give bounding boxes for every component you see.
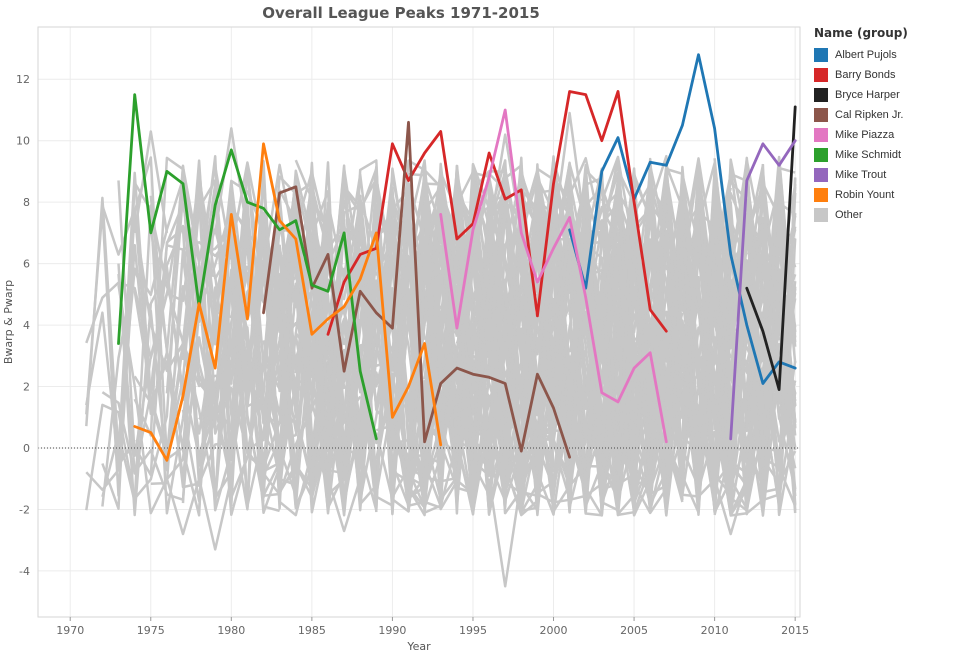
y-tick-label: 12 [16,73,30,86]
legend-item-albert-pujols[interactable]: Albert Pujols [814,45,949,65]
x-tick-label: 2015 [781,624,809,637]
series-lines[interactable] [117,53,797,462]
legend-title: Name (group) [814,26,908,40]
x-tick-label: 1995 [459,624,487,637]
y-axis-ticks: -4 -2 0 2 4 6 8 10 12 [16,73,30,578]
legend-swatch [814,168,828,182]
x-tick-label: 1985 [298,624,326,637]
other-series-line [568,245,765,498]
legend-item-mike-trout[interactable]: Mike Trout [814,165,949,185]
x-tick-label: 1975 [137,624,165,637]
legend-items: Albert Pujols Barry Bonds Bryce Harper Cal … [814,45,949,225]
other-outlier-line [487,478,523,588]
y-tick-label: 2 [23,381,30,394]
legend-item-mike-piazza[interactable]: Mike Piazza [814,125,949,145]
other-series-line [230,163,378,513]
x-tick-label: 1970 [56,624,84,637]
y-tick-label: 8 [23,196,30,209]
x-tick-label: 2000 [540,624,568,637]
legend-swatch [814,68,828,82]
series-line-mike-schmidt[interactable] [117,93,378,441]
other-series-line [133,159,314,509]
y-tick-label: -4 [19,565,30,578]
legend-swatch [814,208,828,222]
other-outlier-line [133,130,169,234]
other-outlier-line [213,127,249,234]
legend-label: Bryce Harper [835,89,900,101]
other-series-line [310,190,507,453]
x-tick-label: 1990 [378,624,406,637]
legend-swatch [814,108,828,122]
legend-label: Other [835,209,863,221]
y-tick-label: -2 [19,503,30,516]
other-series-line [278,167,604,510]
legend-label: Mike Trout [835,169,887,181]
legend-item-mike-schmidt[interactable]: Mike Schmidt [814,145,949,165]
series-line-bryce-harper[interactable] [745,105,797,392]
chart-title: Overall League Peaks 1971-2015 [262,4,540,22]
other-outlier-line [197,478,233,551]
other-series-line [117,161,314,517]
legend-swatch [814,48,828,62]
other-series-line [181,216,426,503]
legend-item-cal-ripken-jr[interactable]: Cal Ripken Jr. [814,105,949,125]
y-tick-label: 10 [16,135,30,148]
legend-swatch [814,188,828,202]
other-series-line [85,165,280,513]
legend-label: Robin Yount [835,189,895,201]
legend-item-bryce-harper[interactable]: Bryce Harper [814,85,949,105]
legend-item-barry-bonds[interactable]: Barry Bonds [814,65,949,85]
series-line-mike-piazza[interactable] [439,108,668,444]
legend-label: Mike Piazza [835,129,895,141]
series-line-cal-ripken-jr[interactable] [262,120,571,459]
legend-label: Barry Bonds [835,69,896,81]
other-series-line [133,179,330,460]
other-series-line [745,330,797,472]
other-series-line [85,311,136,467]
legend-label: Albert Pujols [835,49,897,61]
x-axis-label: Year [406,640,431,653]
x-axis-ticks: 1970 1975 1980 1985 1990 1995 2000 2005 2010 2015 [56,617,809,637]
other-lines [85,111,797,588]
legend: Name (group) Albert Pujols Barry Bonds Bry… [814,26,949,225]
series-line-albert-pujols[interactable] [568,53,797,385]
other-series-line [536,156,797,466]
other-outlier-line [326,478,362,533]
x-tick-label: 2010 [701,624,729,637]
y-axis-label: Bwarp & Pwarp [2,280,15,364]
other-outlier-line [713,478,749,536]
other-series-line [648,175,748,491]
other-series-line [85,156,345,492]
series-line-barry-bonds[interactable] [326,90,668,336]
other-series-line [246,159,539,516]
other-series-line [600,165,797,505]
legend-swatch [814,88,828,102]
legend-swatch [814,128,828,142]
series-line-mike-trout[interactable] [729,139,797,441]
plot-area-frame [37,26,801,618]
y-tick-label: 6 [23,258,30,271]
other-outlier-line [552,111,587,234]
other-outlier-line [165,478,201,536]
x-tick-label: 2005 [620,624,648,637]
legend-label: Mike Schmidt [835,149,902,161]
y-tick-label: 0 [23,442,30,455]
series-line-robin-yount[interactable] [133,142,443,462]
legend-label: Cal Ripken Jr. [835,109,904,121]
y-tick-label: 4 [23,319,30,332]
other-series-line [326,170,507,509]
x-tick-label: 1980 [217,624,245,637]
legend-item-other[interactable]: Other [814,205,949,225]
legend-swatch [814,148,828,162]
legend-item-robin-yount[interactable]: Robin Yount [814,185,949,205]
